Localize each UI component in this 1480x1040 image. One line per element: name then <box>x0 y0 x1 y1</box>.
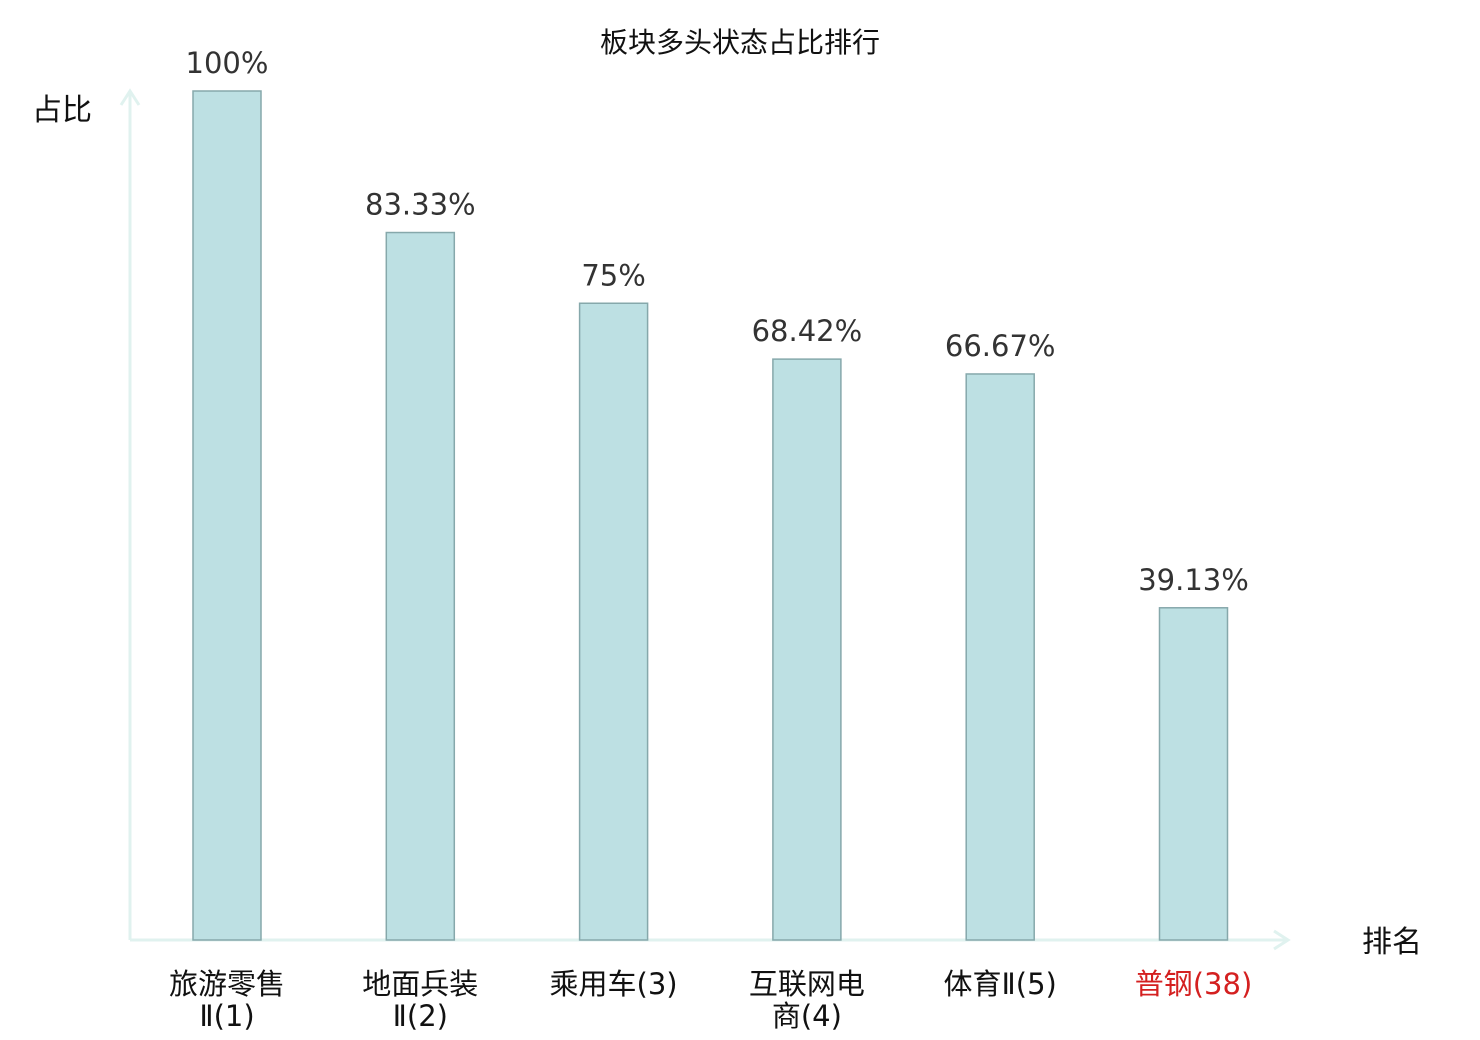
chart-title: 板块多头状态占比排行 <box>600 26 880 59</box>
bar-6 <box>1158 607 1229 941</box>
bar-4 <box>772 358 842 941</box>
value-label-1: 100% <box>186 46 269 80</box>
category-label-2-line-1: 地面兵装 <box>362 967 478 1001</box>
category-label-4-line-1: 互联网电 <box>749 967 865 1001</box>
category-label-1-line-2: Ⅱ(1) <box>199 999 254 1033</box>
category-label-3-line-1: 乘用车(3) <box>550 967 678 1001</box>
bar-1 <box>192 90 262 941</box>
bar-2 <box>385 231 456 941</box>
category-label-2-line-2: Ⅱ(2) <box>393 999 448 1033</box>
value-label-3: 75% <box>581 258 645 292</box>
value-label-5: 66.67% <box>945 329 1056 363</box>
y-axis-arrow <box>119 88 141 106</box>
category-label-5-line-1: 体育Ⅱ(5) <box>944 967 1057 1001</box>
value-label-2: 83.33% <box>365 188 476 222</box>
bar-5 <box>965 373 1035 941</box>
category-label-1-line-1: 旅游零售 <box>169 967 285 1001</box>
value-label-6: 39.13% <box>1138 563 1249 597</box>
value-labels-group: 100% 83.33% 75% 68.42% 66.67% 39.13% <box>186 46 1249 597</box>
bars-group <box>192 90 1229 941</box>
value-label-4: 68.42% <box>752 314 863 348</box>
x-axis-arrow <box>1273 929 1291 951</box>
category-label-6-line-1: 普钢(38) <box>1135 967 1253 1001</box>
x-axis-label: 排名 <box>1362 925 1422 960</box>
axes <box>119 88 1291 951</box>
category-label-4-line-2: 商(4) <box>772 999 842 1033</box>
bar-3 <box>578 302 649 941</box>
y-axis-label: 占比 <box>32 93 92 128</box>
